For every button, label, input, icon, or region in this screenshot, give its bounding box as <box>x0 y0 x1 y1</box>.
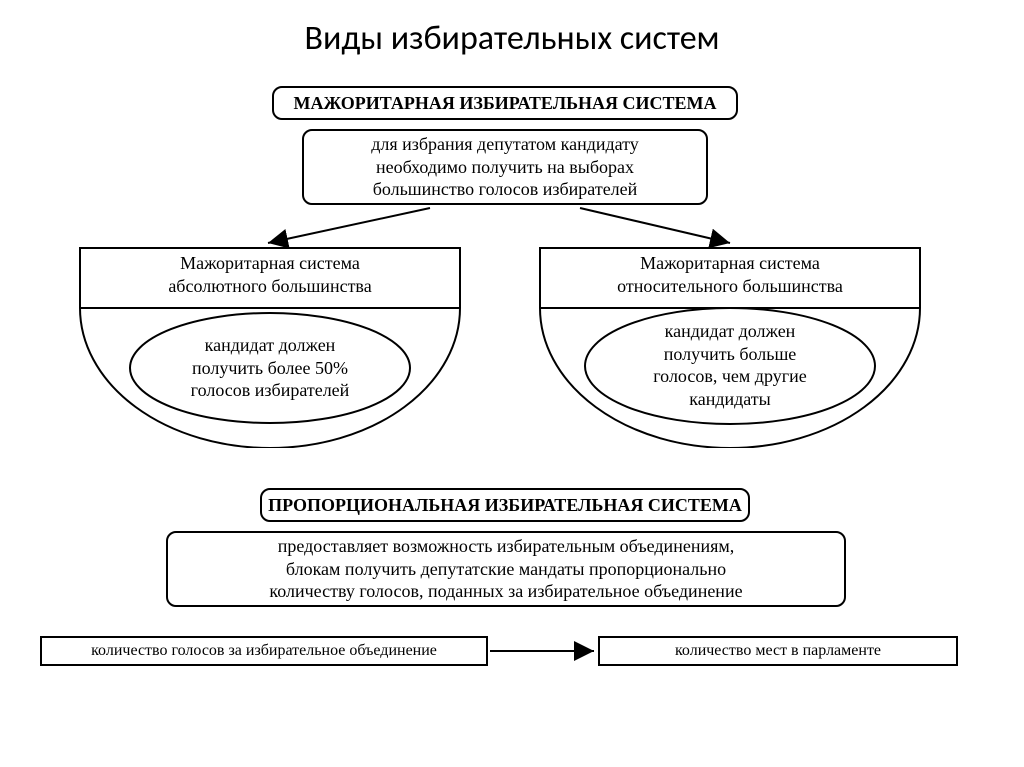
majoritarian-desc: для избрания депутатом кандидату необход… <box>302 129 708 205</box>
majoritarian-header: МАЖОРИТАРНАЯ ИЗБИРАТЕЛЬНАЯ СИСТЕМА <box>272 86 738 120</box>
proportional-header: ПРОПОРЦИОНАЛЬНАЯ ИЗБИРАТЕЛЬНАЯ СИСТЕМА <box>260 488 750 522</box>
proportional-desc: предоставляет возможность избирательным … <box>166 531 846 607</box>
bowl-right-title: Мажоритарная система относительного боль… <box>540 252 920 297</box>
bowl-right-detail: кандидат должен получить больше голосов,… <box>590 320 870 410</box>
page-title: Виды избирательных систем <box>0 18 1024 59</box>
bowl-left-detail: кандидат должен получить более 50% голос… <box>130 334 410 402</box>
bowl-relative-majority: Мажоритарная система относительного боль… <box>530 238 930 448</box>
votes-box: количество голосов за избирательное объе… <box>40 636 488 666</box>
seats-box: количество мест в парламенте <box>598 636 958 666</box>
bowl-left-title: Мажоритарная система абсолютного большин… <box>80 252 460 297</box>
bowl-absolute-majority: Мажоритарная система абсолютного большин… <box>70 238 470 448</box>
